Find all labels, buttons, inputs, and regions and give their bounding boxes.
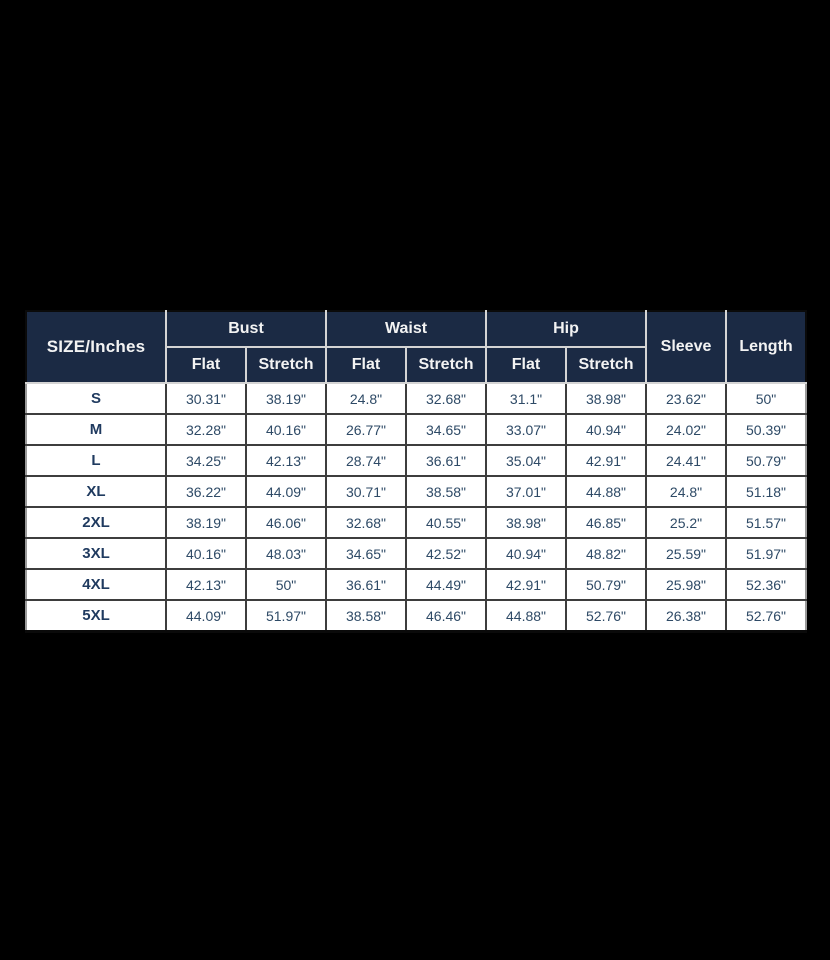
- table-header: SIZE/Inches Bust Waist Hip Sleeve Length…: [25, 310, 808, 384]
- measurement-cell: 48.03": [245, 537, 327, 570]
- measurement-cell: 42.91": [565, 444, 648, 477]
- size-label: L: [25, 444, 167, 477]
- measurement-cell: 28.74": [325, 444, 407, 477]
- bust-stretch-header: Stretch: [245, 346, 327, 384]
- measurement-cell: 26.38": [645, 599, 728, 633]
- table-row: 3XL 40.16" 48.03" 34.65" 42.52" 40.94" 48.82" 2…: [25, 537, 808, 570]
- table-row: M 32.28" 40.16" 26.77" 34.65" 33.07" 40.94" 24.…: [25, 413, 808, 446]
- measurement-cell: 36.61": [325, 568, 407, 601]
- measurement-cell: 40.94": [565, 413, 648, 446]
- table-row: XL 36.22" 44.09" 30.71" 38.58" 37.01" 44.88" 24…: [25, 475, 808, 508]
- measurement-cell: 51.57": [725, 506, 808, 539]
- measurement-cell: 30.71": [325, 475, 407, 508]
- bust-group-header: Bust: [165, 310, 327, 348]
- table-row: 2XL 38.19" 46.06" 32.68" 40.55" 38.98" 46.85" 2…: [25, 506, 808, 539]
- measurement-cell: 38.98": [485, 506, 568, 539]
- size-label: 5XL: [25, 599, 167, 633]
- hip-group-header: Hip: [485, 310, 648, 348]
- size-label: S: [25, 382, 167, 415]
- table-row: 5XL 44.09" 51.97" 38.58" 46.46" 44.88" 52.76" 2…: [25, 599, 808, 633]
- header-sub-row: Flat Stretch Flat Stretch Flat Stretch: [26, 346, 806, 384]
- measurement-cell: 34.25": [165, 444, 247, 477]
- measurement-cell: 44.88": [565, 475, 648, 508]
- hip-stretch-header: Stretch: [565, 346, 648, 384]
- measurement-cell: 40.94": [485, 537, 568, 570]
- hip-flat-header: Flat: [485, 346, 568, 384]
- measurement-cell: 24.8": [325, 382, 407, 415]
- measurement-cell: 38.98": [565, 382, 648, 415]
- measurement-cell: 25.2": [645, 506, 728, 539]
- measurement-cell: 42.52": [404, 537, 488, 570]
- measurement-cell: 36.22": [165, 475, 247, 508]
- size-inches-header: SIZE/Inches: [25, 310, 167, 384]
- measurement-cell: 46.46": [404, 599, 488, 633]
- waist-flat-header: Flat: [325, 346, 407, 384]
- measurement-cell: 36.61": [404, 444, 488, 477]
- size-rows: S 30.31" 38.19" 24.8" 32.68" 31.1" 38.98" 23.62…: [25, 382, 808, 633]
- header-group-row: SIZE/Inches Bust Waist Hip Sleeve Length: [25, 310, 808, 384]
- measurement-cell: 52.76": [725, 599, 808, 633]
- measurement-cell: 48.82": [565, 537, 648, 570]
- measurement-cell: 46.85": [565, 506, 648, 539]
- measurement-cell: 52.36": [725, 568, 808, 601]
- size-label: XL: [25, 475, 167, 508]
- measurement-cell: 50.79": [565, 568, 648, 601]
- measurement-cell: 46.06": [245, 506, 327, 539]
- measurement-cell: 24.8": [645, 475, 728, 508]
- measurement-cell: 38.19": [165, 506, 247, 539]
- measurement-cell: 32.68": [325, 506, 407, 539]
- measurement-cell: 34.65": [404, 413, 488, 446]
- sleeve-header: Sleeve: [645, 310, 728, 384]
- measurement-cell: 35.04": [485, 444, 568, 477]
- bust-flat-header: Flat: [165, 346, 247, 384]
- measurement-cell: 51.18": [725, 475, 808, 508]
- size-chart-table: SIZE/Inches Bust Waist Hip Sleeve Length…: [25, 310, 808, 633]
- table-row: L 34.25" 42.13" 28.74" 36.61" 35.04" 42.91" 24.…: [25, 444, 808, 477]
- measurement-cell: 26.77": [325, 413, 407, 446]
- measurement-cell: 25.98": [645, 568, 728, 601]
- measurement-cell: 24.41": [645, 444, 728, 477]
- measurement-cell: 31.1": [485, 382, 568, 415]
- measurement-cell: 34.65": [325, 537, 407, 570]
- measurement-cell: 44.09": [245, 475, 327, 508]
- size-label: 2XL: [25, 506, 167, 539]
- table-row: S 30.31" 38.19" 24.8" 32.68" 31.1" 38.98" 23.62…: [25, 382, 808, 415]
- measurement-cell: 32.68": [404, 382, 488, 415]
- measurement-cell: 40.55": [404, 506, 488, 539]
- waist-group-header: Waist: [324, 310, 488, 348]
- table-row: 4XL 42.13" 50" 36.61" 44.49" 42.91" 50.79" 25.9…: [25, 568, 808, 601]
- size-label: 3XL: [25, 537, 167, 570]
- measurement-cell: 38.19": [245, 382, 327, 415]
- measurement-cell: 44.09": [165, 599, 247, 633]
- measurement-cell: 42.13": [165, 568, 247, 601]
- measurement-cell: 40.16": [165, 537, 247, 570]
- measurement-cell: 32.28": [165, 413, 247, 446]
- measurement-cell: 23.62": [645, 382, 728, 415]
- measurement-cell: 50": [245, 568, 327, 601]
- measurement-cell: 38.58": [325, 599, 407, 633]
- measurement-cell: 51.97": [245, 599, 327, 633]
- measurement-cell: 24.02": [645, 413, 728, 446]
- measurement-cell: 50.39": [725, 413, 808, 446]
- measurement-cell: 52.76": [565, 599, 648, 633]
- measurement-cell: 50.79": [725, 444, 808, 477]
- size-label: M: [25, 413, 167, 446]
- measurement-cell: 37.01": [485, 475, 568, 508]
- measurement-cell: 50": [725, 382, 808, 415]
- measurement-cell: 42.13": [245, 444, 327, 477]
- measurement-cell: 25.59": [645, 537, 728, 570]
- measurement-cell: 44.88": [485, 599, 568, 633]
- length-header: Length: [725, 310, 808, 384]
- measurement-cell: 42.91": [485, 568, 568, 601]
- measurement-cell: 51.97": [725, 537, 808, 570]
- waist-stretch-header: Stretch: [404, 346, 488, 384]
- measurement-cell: 33.07": [485, 413, 568, 446]
- measurement-cell: 40.16": [245, 413, 327, 446]
- measurement-cell: 38.58": [404, 475, 488, 508]
- measurement-cell: 44.49": [404, 568, 488, 601]
- measurement-cell: 30.31": [165, 382, 247, 415]
- size-label: 4XL: [25, 568, 167, 601]
